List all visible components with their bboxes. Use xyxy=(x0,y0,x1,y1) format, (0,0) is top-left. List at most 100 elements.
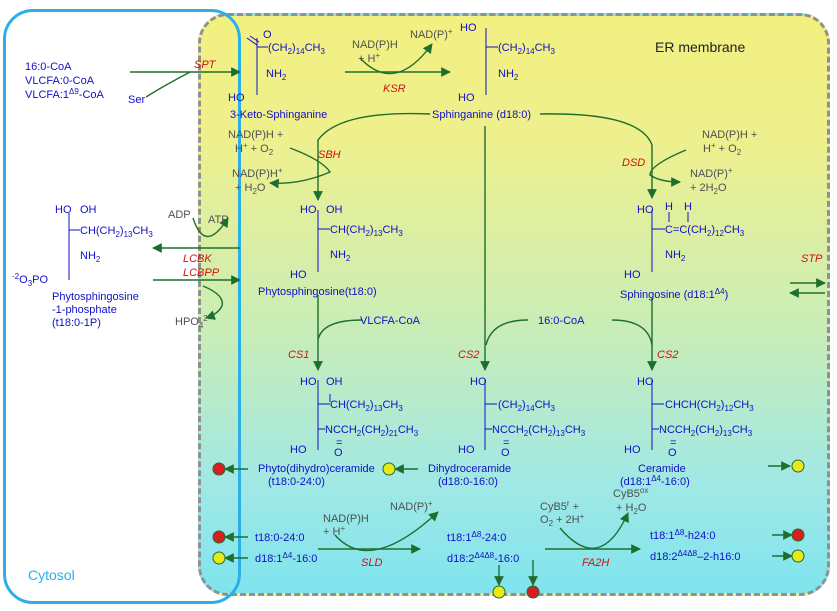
keto-carbonyl-o: O xyxy=(263,29,272,41)
vlcfa-coa-label: VLCFA-CoA xyxy=(360,315,421,327)
yellow-dot xyxy=(791,459,805,473)
dsd-cofactor-out-2: + 2H2O xyxy=(690,182,727,196)
lcbk-cofactor-arrow xyxy=(192,217,229,237)
dsd-cofactor-out: NAD(P)+ xyxy=(690,166,733,180)
phosphate-label: HPO42- xyxy=(175,314,211,330)
yellow-dot xyxy=(791,549,805,563)
chemical-text: 16:0-CoA VLCFA:0-CoA VLCFA:1Δ9-CoA Ser O… xyxy=(12,22,754,565)
ksr-cofactor-in-2: + H+ xyxy=(358,51,380,65)
sbh-cofactor-out-2: + H2O xyxy=(235,182,266,196)
lcbpp-phosphate-arrow xyxy=(202,285,224,320)
cer-amide: NCCH2(CH2)13CH3 xyxy=(659,424,753,438)
sld-cofactor-in: NAD(P)H xyxy=(323,513,369,525)
sphingosine-chain: C=C(CH2)12CH3 xyxy=(665,224,745,238)
cytosol-region xyxy=(3,9,241,604)
pp-name-2: -1-phosphate xyxy=(52,304,117,316)
acyl-coa-3: VLCFA:1Δ9-CoA xyxy=(25,87,105,101)
red-dot xyxy=(212,530,226,544)
phytocer-carbonyl: = xyxy=(336,437,342,449)
yellow-dot xyxy=(382,462,396,476)
palmitoyl-coa-label: 16:0-CoA xyxy=(538,315,585,327)
pp-nh2: NH2 xyxy=(80,250,101,264)
cer-chain: CHCH(CH2)12CH3 xyxy=(665,399,754,413)
phytocer-o: O xyxy=(334,447,343,459)
cer-o: O xyxy=(668,447,677,459)
ksr-cofactor-in: NAD(P)H xyxy=(352,39,398,51)
dihydrocer-name-2: (d18:0-16:0) xyxy=(438,476,498,488)
phytocer-amide: NCCH2(CH2)21CH3 xyxy=(325,424,419,438)
pool-markers xyxy=(212,459,805,599)
cer-carbonyl: = xyxy=(670,437,676,449)
product-r2: d18:2Δ4Δ8–2-h16:0 xyxy=(650,549,741,563)
enzyme-spt: SPT xyxy=(194,59,217,71)
sphinganine-ho: HO xyxy=(458,92,475,104)
dsd-cofactor-arrow xyxy=(649,149,687,187)
dihydrocer-ho-top: HO xyxy=(470,376,487,388)
enzyme-cs2-left: CS2 xyxy=(458,349,479,361)
pp-oh: OH xyxy=(80,204,97,216)
ksr-cofactor-out: NAD(P)+ xyxy=(410,27,453,41)
acyl-coa-2: VLCFA:0-CoA xyxy=(25,75,95,87)
dihydrocer-amide: NCCH2(CH2)13CH3 xyxy=(492,424,586,438)
sphingosine-h2: H xyxy=(684,201,692,213)
dsd-cofactor-in-2: H+ + O2 xyxy=(703,141,742,157)
enzyme-cs1: CS1 xyxy=(288,349,309,361)
enzyme-sbh: SBH xyxy=(318,149,341,161)
serine-label: Ser xyxy=(128,94,145,106)
sbh-cofactor-arrow xyxy=(269,147,332,189)
sbh-cofactor-in: NAD(P)H + xyxy=(228,129,283,141)
dihydrocer-carbonyl: = xyxy=(503,437,509,449)
phyto-ho: HO xyxy=(290,269,307,281)
adp-label: ADP xyxy=(168,209,191,221)
enzyme-lcbpp: LCBPP xyxy=(183,267,220,279)
dihydrocer-name-1: Dihydroceramide xyxy=(428,463,511,475)
atp-label: ATP xyxy=(208,214,229,226)
fa2h-cofactor-in: CyB5r + xyxy=(540,499,579,513)
yellow-dot xyxy=(492,585,506,599)
fa2h-cofactor-out-2: + H2O xyxy=(616,502,647,516)
sphingosine-ho: HO xyxy=(624,269,641,281)
red-dot xyxy=(791,528,805,542)
fa2h-cofactor-arrow xyxy=(559,512,629,549)
fa2h-cofactor-in-2: O2 + 2H+ xyxy=(540,512,585,528)
ksr-cofactor-arrow xyxy=(359,43,433,75)
product-r1: t18:1Δ8-h24:0 xyxy=(650,528,715,542)
er-membrane-region xyxy=(198,13,830,596)
phyto-ho-top: HO xyxy=(300,204,317,216)
product-l1: t18:0-24:0 xyxy=(255,532,305,544)
dihydrocer-o: O xyxy=(501,447,510,459)
palmitoyl-feed-left xyxy=(485,319,529,346)
sphingosine-nh2: NH2 xyxy=(665,249,686,263)
enzyme-fa2h: FA2H xyxy=(582,557,609,569)
pp-ho-top: HO xyxy=(55,204,72,216)
acyl-coa-1: 16:0-CoA xyxy=(25,61,72,73)
ser-arrow xyxy=(145,71,191,98)
phytocer-ho: HO xyxy=(290,444,307,456)
sbh-cofactor-out: NAD(P)H+ xyxy=(232,166,283,180)
er-membrane-label: ER membrane xyxy=(655,39,745,55)
keto-ho: HO xyxy=(228,92,245,104)
red-dot xyxy=(212,462,226,476)
product-m2: d18:2Δ4Δ8-16:0 xyxy=(447,551,519,565)
pathway-arrows xyxy=(130,43,826,586)
dsd-arrow xyxy=(539,113,657,199)
product-m1: t18:1Δ8-24:0 xyxy=(447,530,506,544)
sphinganine-chain: (CH2)14CH3 xyxy=(498,42,555,56)
cer-ho: HO xyxy=(624,444,641,456)
sphingosine-name: Sphingosine (d18:1Δ4) xyxy=(620,287,728,301)
sphingosine-h1: H xyxy=(665,201,673,213)
sbh-cofactor-in-2: H+ + O2 xyxy=(235,141,274,157)
phytocer-name-1: Phyto(dihydro)ceramide xyxy=(258,463,375,475)
enzyme-cs2-right: CS2 xyxy=(657,349,678,361)
dihydrocer-chain: (CH2)14CH3 xyxy=(498,399,555,413)
red-dot xyxy=(526,585,540,599)
keto-nh2: NH2 xyxy=(266,68,287,82)
enzyme-ksr: KSR xyxy=(383,83,406,95)
chemical-bonds xyxy=(68,28,689,450)
yellow-dot xyxy=(212,551,226,565)
phytocer-oh: OH xyxy=(326,376,343,388)
phytocer-ho-top: HO xyxy=(300,376,317,388)
sld-cofactor-out: NAD(P)+ xyxy=(390,499,433,513)
